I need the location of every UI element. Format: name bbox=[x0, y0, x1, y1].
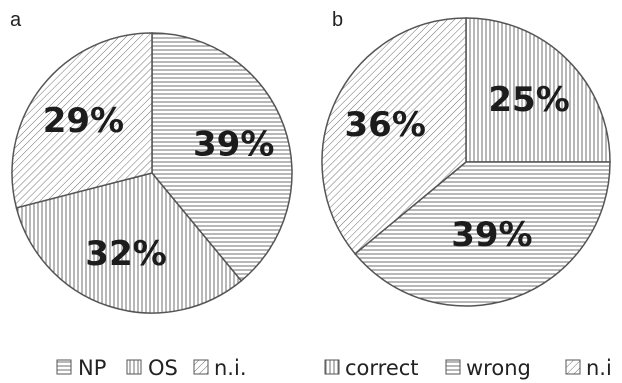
legend-a-item-np: NP bbox=[56, 356, 106, 380]
legend-swatch-np bbox=[56, 359, 72, 375]
pie-chart-b: 25% 39% 36% bbox=[321, 17, 611, 307]
legend-swatch-ni bbox=[193, 359, 209, 375]
legend-b-item-correct: correct bbox=[324, 356, 419, 380]
pie-a-label-os: 32% bbox=[85, 234, 166, 274]
pie-a-label-np: 39% bbox=[193, 125, 274, 165]
legend-label-os: OS bbox=[148, 356, 178, 380]
pie-b-label-ni: 36% bbox=[345, 105, 426, 145]
legend-label-ni: n.i. bbox=[214, 356, 247, 380]
pie-a-slice-np bbox=[151, 32, 293, 282]
legend-b-item-wrong: wrong bbox=[445, 356, 531, 380]
legend-swatch-correct bbox=[324, 359, 340, 375]
legend-swatch-wrong bbox=[445, 359, 461, 375]
legend-label-wrong: wrong bbox=[466, 356, 531, 380]
pie-b-label-correct: 25% bbox=[488, 80, 569, 120]
pie-b-slice-correct bbox=[465, 17, 611, 163]
legend-b: correct wrong n.i bbox=[324, 356, 612, 380]
pie-b-label-wrong: 39% bbox=[451, 215, 532, 255]
pie-b-slice-wrong bbox=[353, 161, 611, 307]
panel-b-letter: b bbox=[332, 9, 343, 31]
pie-b-slice-ni bbox=[321, 17, 467, 255]
legend-label-correct: correct bbox=[345, 356, 419, 380]
legend-swatch-os bbox=[126, 359, 142, 375]
legend-a: NP OS n.i. bbox=[56, 356, 247, 380]
legend-a-item-ni: n.i. bbox=[193, 356, 247, 380]
pie-a-slice-ni bbox=[11, 32, 153, 209]
pie-a-label-ni: 29% bbox=[43, 101, 124, 141]
pie-chart-a: 39% 32% 29% bbox=[11, 32, 293, 314]
panel-a-letter: a bbox=[10, 9, 22, 31]
legend-b-item-ni: n.i bbox=[565, 356, 612, 380]
pie-a-slice-os bbox=[15, 172, 243, 314]
legend-a-item-os: OS bbox=[126, 356, 178, 380]
legend-swatch-ni-b bbox=[565, 359, 581, 375]
legend-label-np: NP bbox=[78, 356, 106, 380]
legend-label-ni-b: n.i bbox=[586, 356, 612, 380]
